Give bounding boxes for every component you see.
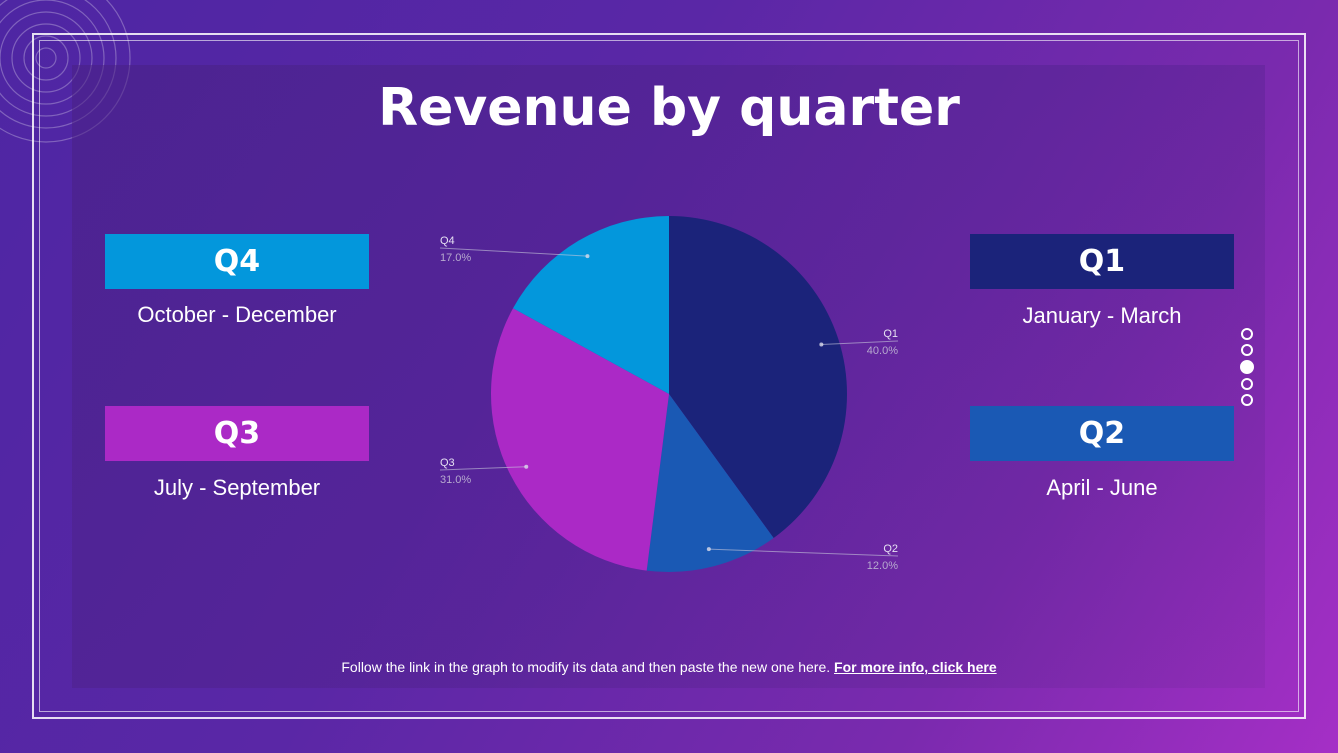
slice-percent-q3: 31.0% [440, 474, 471, 486]
slice-label-q4: Q4 [440, 235, 455, 247]
more-info-link[interactable]: For more info, click here [834, 659, 997, 675]
q3-box: Q3 [105, 406, 369, 461]
slice-percent-q4: 17.0% [440, 252, 471, 264]
pie-slice-q4[interactable] [513, 216, 669, 394]
q2-label: Q2 [1078, 416, 1126, 451]
pie-slice-q1[interactable] [669, 216, 847, 539]
pagination-dot-3-active[interactable] [1240, 360, 1254, 374]
q2-box: Q2 [970, 406, 1234, 461]
slice-percent-q2: 12.0% [867, 560, 898, 572]
pagination-dot-4[interactable] [1241, 378, 1253, 390]
leader-dot-q1 [819, 342, 824, 347]
q2-months: April - June [1046, 475, 1158, 500]
q1-box: Q1 [970, 234, 1234, 289]
q4-label: Q4 [213, 244, 261, 279]
pie-slice-q3[interactable] [491, 308, 669, 571]
slice-label-q1: Q1 [883, 328, 898, 340]
pagination-dot-1[interactable] [1241, 328, 1253, 340]
leader-line-q1 [821, 340, 899, 345]
revenue-pie-chart[interactable]: Q1 40.0% Q2 12.0% Q3 31.0% Q4 17.0% [420, 200, 920, 590]
leader-line-q2 [708, 548, 899, 557]
pie-slice-q2[interactable] [646, 394, 774, 572]
slice-percent-q1: 40.0% [867, 345, 898, 357]
slide-pagination [1240, 328, 1257, 410]
pagination-dot-2[interactable] [1241, 344, 1253, 356]
q1-months: January - March [1022, 303, 1182, 328]
q3-label: Q3 [213, 416, 261, 451]
slice-label-q3: Q3 [440, 457, 455, 469]
slide-frame-outer [32, 33, 1306, 719]
leader-dot-q4 [585, 254, 590, 259]
leader-line-q3 [439, 466, 527, 471]
q3-months: July - September [153, 475, 321, 500]
q4-months: October - December [137, 302, 337, 327]
pagination-dot-5[interactable] [1241, 394, 1253, 406]
decorative-rings [0, 0, 131, 143]
q1-label: Q1 [1078, 244, 1126, 279]
footer-note: Follow the link in the graph to modify i… [0, 659, 1338, 675]
slide-title: Revenue by quarter [378, 78, 960, 138]
leader-dot-q3 [524, 464, 529, 469]
slide-frame-inner [39, 40, 1299, 712]
slice-label-q2: Q2 [883, 543, 898, 555]
footer-text: Follow the link in the graph to modify i… [341, 659, 831, 675]
leader-dot-q2 [706, 547, 711, 552]
leader-line-q4 [439, 247, 588, 257]
q4-box: Q4 [105, 234, 369, 289]
